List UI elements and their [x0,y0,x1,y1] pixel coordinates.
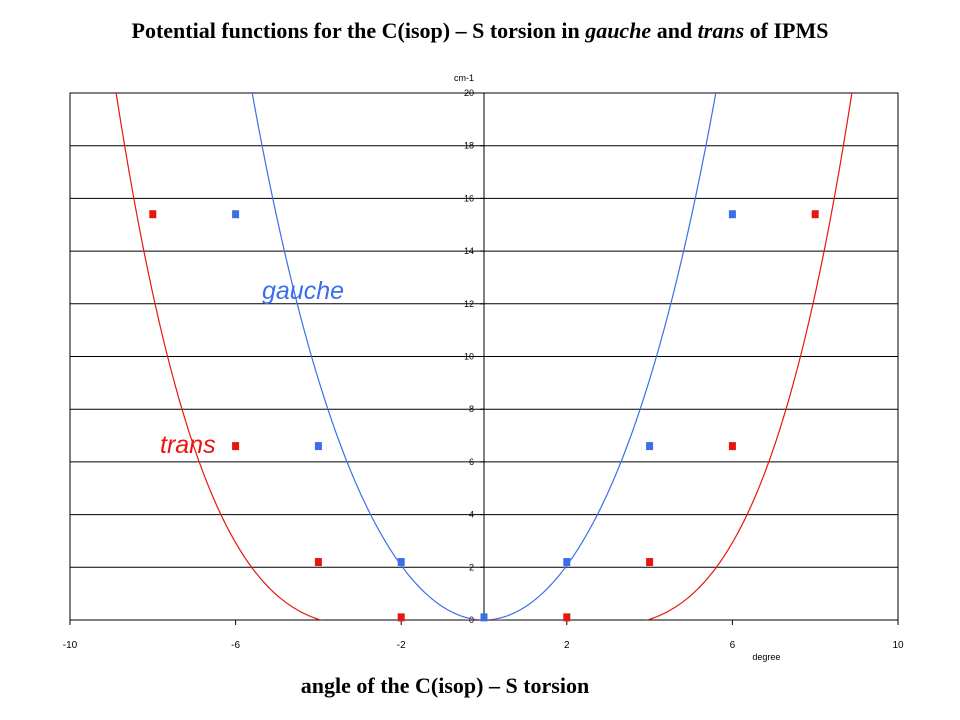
point-gauche-3 [480,613,488,622]
point-trans-2 [314,558,322,567]
y-tick-label-12: 12 [464,299,474,309]
y-tick-label-14: 14 [464,246,474,256]
point-trans-6 [728,442,736,451]
x-axis-label: degree [752,652,780,662]
y-tick-label-8: 8 [469,404,474,414]
series-label-gauche: gauche [262,277,344,305]
series-label-trans: trans [160,431,216,459]
x-tick-label-2: 2 [564,640,570,651]
y-tick-label-6: 6 [469,457,474,467]
y-tick-label-16: 16 [464,193,474,203]
y-tick-label-20: 20 [464,88,474,98]
title-part3: of IPMS [744,18,829,43]
curve-gauche [251,93,717,620]
point-trans-0 [149,210,157,219]
point-trans-5 [646,558,654,567]
x-tick-label--10: -10 [63,640,78,651]
point-gauche-1 [314,442,322,451]
point-gauche-2 [397,558,405,567]
curve-trans [115,93,853,620]
title-gauche: gauche [585,18,652,43]
x-tick-label--6: -6 [231,640,240,651]
x-tick-label-6: 6 [730,640,736,651]
title-trans: trans [697,18,745,43]
point-gauche-5 [646,442,654,451]
label-layer: gauche trans [160,277,344,459]
point-gauche-4 [563,558,571,567]
y-tick-label-4: 4 [469,510,474,520]
point-gauche-0 [232,210,240,219]
point-trans-7 [811,210,819,219]
y-tick-label-18: 18 [464,141,474,151]
point-layer [149,210,819,622]
x-axis-caption: angle of the C(isop) – S torsion [300,673,590,698]
chart-title: Potential functions for the C(isop) – S … [0,18,960,44]
point-gauche-6 [728,210,736,219]
point-trans-1 [232,442,240,451]
x-tick-label-10: 10 [892,640,904,651]
x-tick-label--2: -2 [397,640,406,651]
point-trans-3 [397,613,405,622]
title-part1: Potential functions for the C(isop) – S … [131,18,586,43]
y-tick-label-2: 2 [469,562,474,572]
title-part2: and [651,18,698,43]
y-axis-label: cm-1 [454,73,474,83]
point-trans-4 [563,613,571,622]
y-tick-label-10: 10 [464,352,474,362]
curve-layer [115,93,853,620]
